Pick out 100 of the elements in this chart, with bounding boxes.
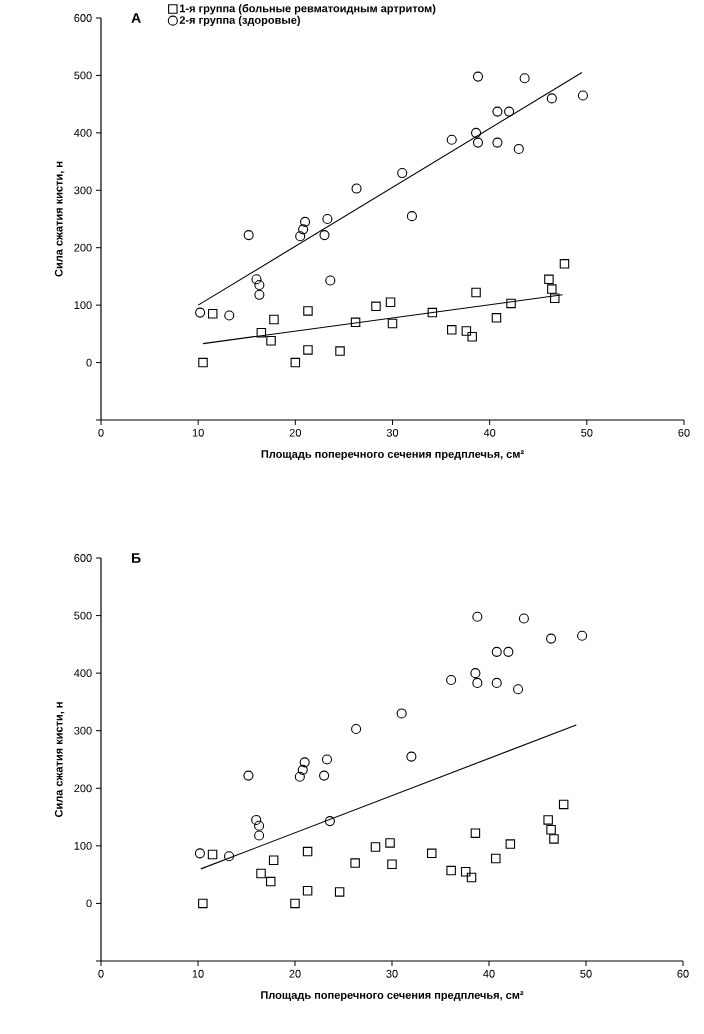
point — [350, 317, 361, 328]
point — [290, 898, 300, 909]
point — [224, 310, 235, 321]
point — [223, 851, 235, 862]
point — [518, 613, 529, 624]
point — [371, 301, 381, 312]
point — [195, 307, 206, 318]
point — [472, 677, 483, 688]
point — [546, 824, 556, 835]
x-axis-title: Площадь поперечного сечения предплечья, см² — [261, 450, 524, 461]
point — [519, 73, 530, 84]
point — [290, 357, 301, 368]
point — [350, 858, 360, 868]
point — [319, 770, 330, 781]
x-tick-label: 0 — [98, 969, 104, 978]
point — [546, 93, 557, 104]
point — [251, 274, 262, 285]
point — [406, 211, 417, 222]
x-tick-label: 40 — [483, 428, 496, 437]
x-tick-label: 20 — [289, 969, 301, 978]
point — [269, 314, 279, 325]
point — [506, 298, 516, 309]
point — [491, 646, 502, 657]
y-tick-label: 400 — [74, 669, 92, 678]
point — [268, 855, 279, 865]
point — [544, 274, 554, 285]
legend-label: 1-я группа (больные ревматоидным артритом) — [180, 4, 436, 15]
point — [334, 887, 345, 897]
chart-title: А — [131, 13, 141, 23]
point — [396, 708, 407, 719]
point — [446, 675, 457, 686]
point — [198, 898, 208, 909]
point — [299, 757, 310, 768]
point — [427, 848, 437, 859]
point — [546, 633, 557, 644]
point — [266, 336, 276, 346]
point — [472, 611, 483, 622]
point — [385, 297, 396, 308]
y-tick-label: 600 — [74, 14, 92, 22]
point — [370, 842, 381, 852]
point — [207, 309, 218, 319]
point — [547, 284, 557, 294]
point — [319, 230, 330, 241]
point — [472, 137, 484, 148]
point — [446, 134, 457, 145]
point — [300, 216, 311, 227]
y-tick-label: 100 — [74, 301, 92, 310]
point — [387, 318, 398, 329]
point — [427, 307, 438, 318]
x-tick-label: 0 — [98, 428, 104, 437]
point — [303, 306, 313, 316]
point — [294, 771, 305, 782]
point — [491, 677, 502, 688]
point — [492, 137, 503, 148]
y-tick-label: 0 — [86, 358, 92, 367]
point — [472, 71, 484, 82]
x-tick-label: 60 — [678, 428, 690, 437]
point — [198, 357, 208, 368]
point — [447, 325, 457, 335]
y-tick-label: 400 — [74, 128, 92, 137]
point — [302, 886, 313, 896]
point — [543, 815, 553, 825]
point — [467, 331, 477, 342]
y-tick-label: 200 — [74, 243, 92, 252]
x-tick-label: 40 — [483, 969, 495, 978]
point — [471, 287, 481, 298]
point — [470, 668, 481, 679]
y-tick-label: 0 — [86, 899, 92, 908]
point — [503, 646, 514, 657]
y-axis-title: Сила сжатия кисти, н — [54, 161, 65, 277]
y-tick-label: 300 — [74, 186, 92, 195]
point — [243, 230, 254, 241]
point — [256, 868, 266, 879]
x-tick-label: 50 — [581, 428, 593, 437]
point — [351, 723, 362, 735]
point — [325, 275, 336, 286]
point — [254, 830, 265, 841]
point — [321, 754, 333, 765]
point — [254, 279, 265, 291]
x-axis-title: Площадь поперечного сечения предплечья, см² — [261, 991, 524, 1002]
point — [466, 872, 477, 883]
x-tick-label: 10 — [192, 428, 204, 437]
x-tick-label: 20 — [289, 428, 301, 437]
y-tick-label: 500 — [74, 611, 92, 620]
y-tick-label: 500 — [74, 71, 92, 80]
y-tick-label: 600 — [74, 554, 92, 562]
point — [385, 838, 395, 848]
point — [491, 313, 502, 323]
point — [194, 848, 205, 859]
point — [470, 828, 481, 838]
x-tick-label: 50 — [580, 969, 592, 978]
point — [460, 867, 471, 877]
point — [387, 859, 397, 870]
x-tick-label: 30 — [386, 428, 399, 437]
point — [256, 327, 267, 338]
y-tick-label: 300 — [74, 726, 92, 735]
point — [397, 168, 408, 179]
point — [302, 846, 313, 857]
x-tick-label: 60 — [677, 969, 689, 978]
point — [491, 853, 501, 864]
